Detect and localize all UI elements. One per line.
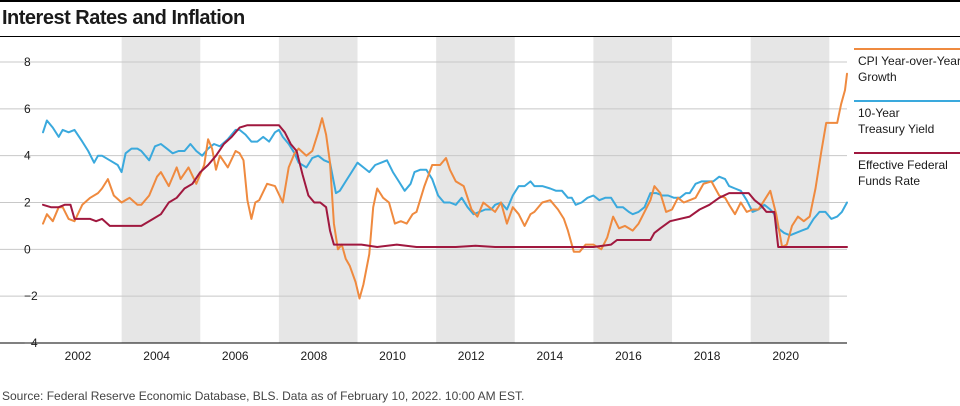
chart-title: Interest Rates and Inflation bbox=[2, 7, 245, 29]
x-tick-label: 2002 bbox=[65, 349, 92, 363]
top-rule bbox=[0, 0, 960, 2]
x-axis-ticks: 2002 2004 2006 2008 2010 2012 2014 2016 2018 2020 bbox=[65, 349, 800, 363]
source-note: Source: Federal Reserve Economic Databas… bbox=[2, 389, 525, 403]
y-tick-label: −2 bbox=[24, 289, 38, 303]
x-tick-label: 2012 bbox=[458, 349, 485, 363]
y-tick-label: 8 bbox=[24, 55, 31, 69]
x-tick-label: 2006 bbox=[222, 349, 249, 363]
y-tick-label: 0 bbox=[24, 242, 31, 256]
y-tick-label: 6 bbox=[24, 102, 31, 116]
y-tick-label: 2 bbox=[24, 196, 31, 210]
legend-label-cpi: CPI Year-over-Year bbox=[858, 54, 960, 68]
x-tick-label: 2020 bbox=[772, 349, 799, 363]
shaded-periods bbox=[121, 37, 830, 343]
shaded-period-5 bbox=[750, 37, 830, 343]
title-rule bbox=[0, 36, 960, 37]
legend-label-cpi: Growth bbox=[858, 70, 897, 84]
shaded-period-4 bbox=[593, 37, 673, 343]
x-tick-label: 2008 bbox=[301, 349, 328, 363]
y-tick-label: −4 bbox=[24, 336, 38, 350]
y-axis-ticks: 8 6 4 2 0 −2 −4 bbox=[24, 55, 38, 350]
shaded-period-1 bbox=[121, 37, 201, 343]
series-lines bbox=[42, 72, 848, 300]
legend-label-treasury: 10-Year bbox=[858, 106, 900, 120]
legend: CPI Year-over-Year Growth 10-Year Treasury … bbox=[854, 48, 960, 188]
legend-label-fedfunds: Funds Rate bbox=[858, 174, 920, 188]
x-tick-label: 2018 bbox=[694, 349, 721, 363]
gridlines bbox=[0, 61, 847, 344]
x-tick-label: 2004 bbox=[143, 349, 170, 363]
legend-label-fedfunds: Effective Federal bbox=[858, 158, 948, 172]
series-line-fedfunds bbox=[42, 124, 848, 248]
x-tick-label: 2014 bbox=[536, 349, 563, 363]
shaded-period-3 bbox=[436, 37, 515, 343]
series-line-treasury bbox=[42, 119, 848, 237]
x-tick-label: 2010 bbox=[379, 349, 406, 363]
legend-label-treasury: Treasury Yield bbox=[858, 122, 934, 136]
x-tick-label: 2016 bbox=[615, 349, 642, 363]
y-tick-label: 4 bbox=[24, 149, 31, 163]
series-line-cpi bbox=[42, 72, 848, 300]
shaded-period-2 bbox=[278, 37, 358, 343]
